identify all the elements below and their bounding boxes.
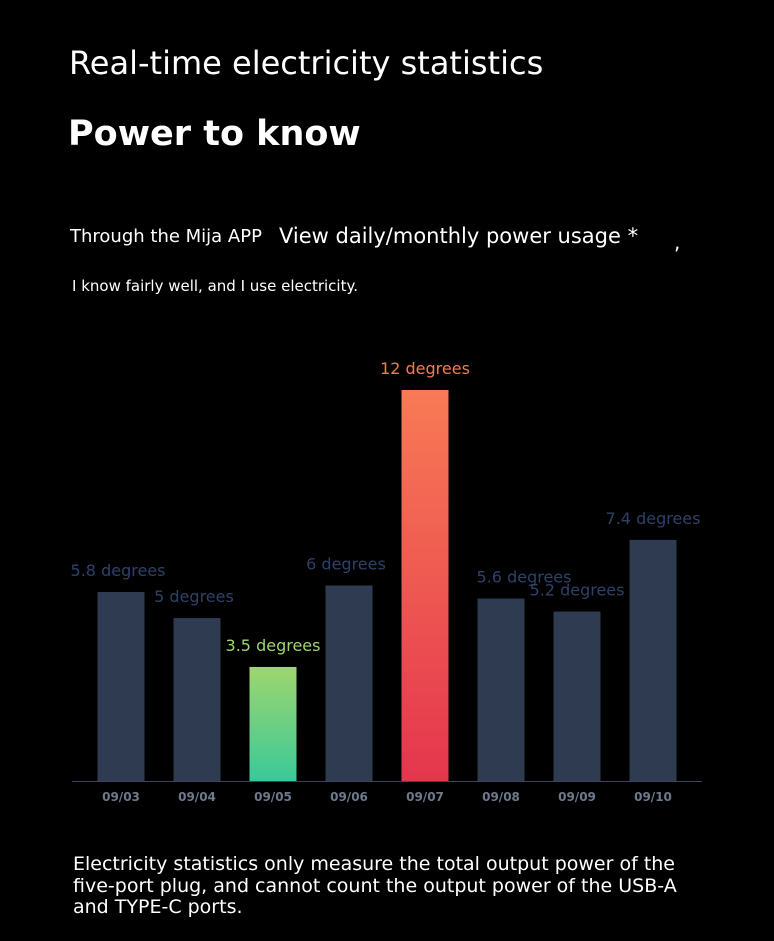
tick-label-09-06: 09/06 (330, 790, 368, 804)
intro-description: I know fairly well, and I use electricit… (72, 277, 358, 295)
tick-label-09-08: 09/08 (482, 790, 520, 804)
bar-09-04 (173, 618, 221, 781)
data-label-09-10: 7.4 degrees (606, 509, 701, 528)
data-label-09-05: 3.5 degrees (226, 636, 321, 655)
bar-09-07 (401, 390, 449, 781)
data-label-09-06: 6 degrees (306, 555, 386, 574)
tick-label-09-09: 09/09 (558, 790, 596, 804)
data-label-09-09: 5.2 degrees (530, 581, 625, 600)
bar-09-03 (97, 592, 145, 781)
page-subtitle: Power to know (68, 114, 361, 154)
intro-usage-text: View daily/monthly power usage * (279, 224, 639, 248)
data-label-09-04: 5 degrees (154, 587, 234, 606)
page-title: Real-time electricity statistics (69, 44, 544, 82)
bar-09-05 (249, 666, 297, 781)
data-label-09-07: 12 degrees (380, 359, 470, 378)
tick-label-09-04: 09/04 (178, 790, 216, 804)
intro-app-text: Through the Mija APP (70, 226, 262, 247)
intro-comma: , (674, 230, 681, 254)
bar-09-10 (629, 539, 677, 781)
data-label-09-08: 5.6 degrees (477, 568, 572, 587)
bar-09-08 (477, 598, 525, 781)
tick-label-09-03: 09/03 (102, 790, 140, 804)
tick-label-09-10: 09/10 (634, 790, 672, 804)
footnote: Electricity statistics only measure the … (73, 853, 677, 918)
bar-09-06 (325, 585, 373, 781)
tick-label-09-07: 09/07 (406, 790, 444, 804)
data-label-09-03: 5.8 degrees (71, 561, 166, 580)
tick-label-09-05: 09/05 (254, 790, 292, 804)
bar-09-09 (553, 611, 601, 781)
